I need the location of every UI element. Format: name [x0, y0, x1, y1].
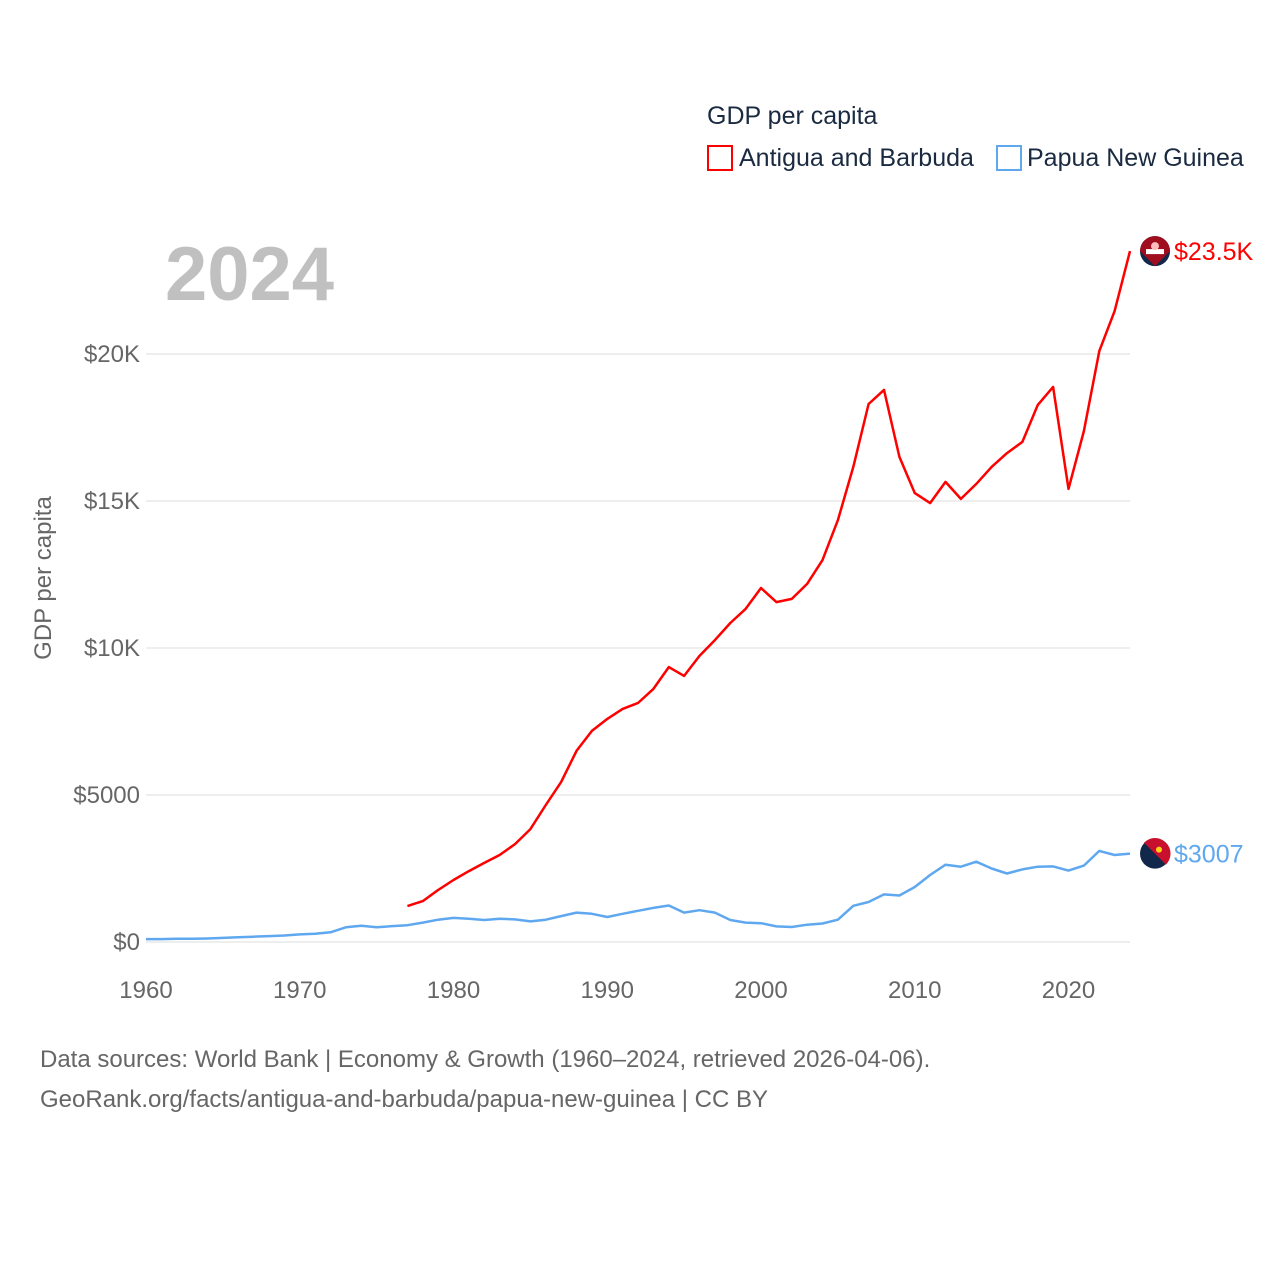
series-line-png	[146, 849, 1131, 941]
legend-label-png: Papua New Guinea	[1027, 144, 1244, 172]
legend-swatch-png	[996, 145, 1022, 171]
y-tick-label: $10K	[84, 635, 140, 662]
footer-link[interactable]: GeoRank.org/facts/antigua-and-barbuda/pa…	[40, 1086, 769, 1113]
y-tick-label: $0	[113, 929, 140, 956]
legend-swatch-antigua	[707, 145, 733, 171]
x-tick-label: 1990	[581, 977, 634, 1004]
legend-label-antigua: Antigua and Barbuda	[739, 144, 974, 172]
x-tick-label: 1960	[119, 977, 172, 1004]
end-value-label: $3007	[1174, 841, 1244, 869]
year-label: 2024	[165, 232, 334, 317]
y-tick-label: $15K	[84, 488, 140, 515]
footer-sources: Data sources: World Bank | Economy & Gro…	[40, 1046, 931, 1073]
x-tick-label: 1970	[273, 977, 326, 1004]
x-tick-label: 2010	[888, 977, 941, 1004]
x-tick-label: 2020	[1042, 977, 1095, 1004]
gdp-line-chart: GDP per capita Antigua and Barbuda Papua…	[30, 102, 1254, 1004]
x-tick-label: 2000	[734, 977, 787, 1004]
y-tick-label: $5000	[73, 782, 140, 809]
series-line-antigua	[407, 250, 1132, 908]
legend-title: GDP per capita	[707, 102, 878, 130]
antigua-flag-icon	[1140, 236, 1170, 267]
legend-item-antigua[interactable]: Antigua and Barbuda	[707, 144, 974, 172]
y-tick-label: $20K	[84, 341, 140, 368]
y-axis-label: GDP per capita	[30, 496, 57, 660]
legend-item-png[interactable]: Papua New Guinea	[996, 144, 1244, 172]
x-tick-label: 1980	[427, 977, 480, 1004]
png-flag-icon	[1140, 838, 1171, 869]
end-value-label: $23.5K	[1174, 238, 1254, 266]
